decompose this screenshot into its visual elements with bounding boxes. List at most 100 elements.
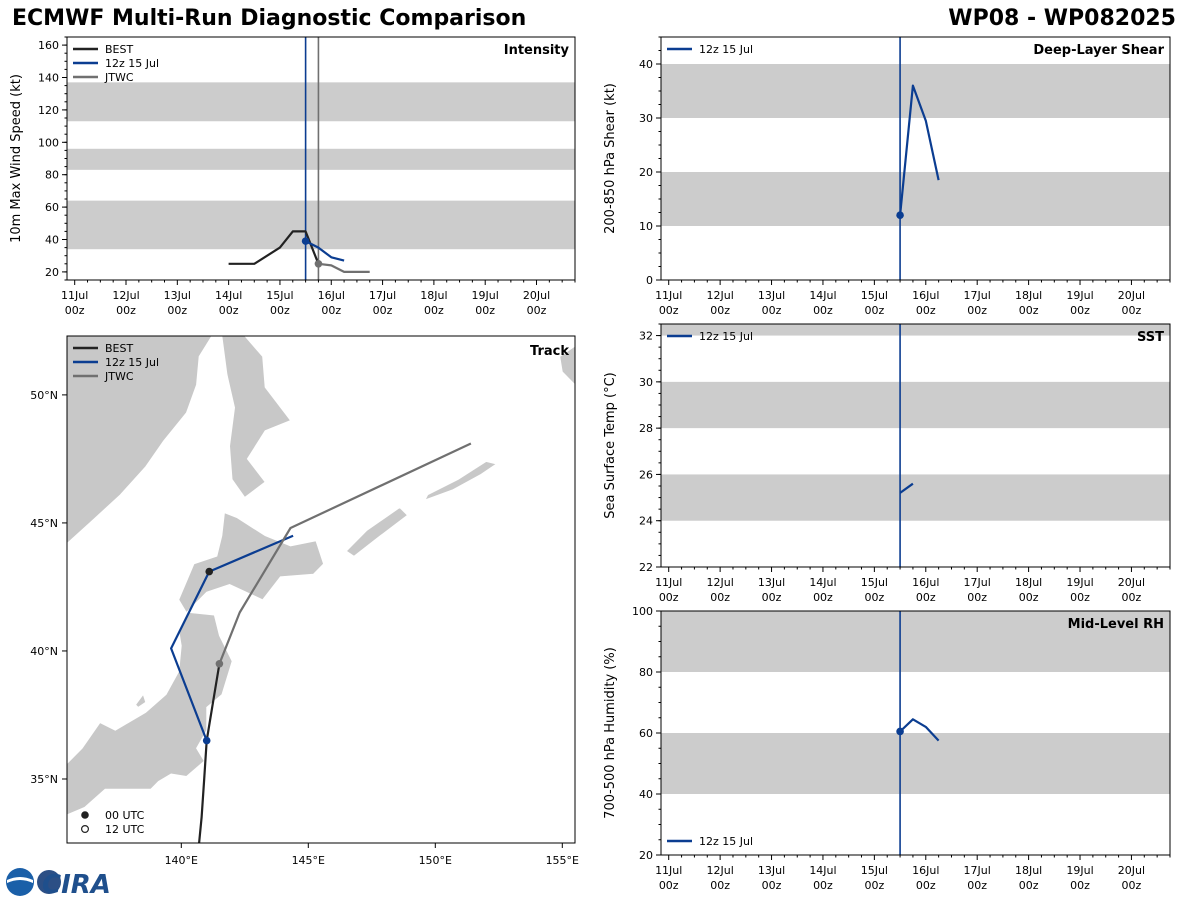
x-tick-label: 15Jul (861, 576, 888, 589)
panel-title: Mid-Level RH (1068, 617, 1164, 632)
y-axis-label: 700-500 hPa Humidity (%) (603, 647, 618, 819)
cira-logo-text: CIRA (42, 870, 111, 900)
band-2 (661, 324, 1170, 336)
panel-title: Intensity (504, 43, 570, 58)
legend-label: BEST (105, 342, 133, 355)
land-sakhalin (221, 336, 292, 498)
x-tick-label: 00z (1070, 304, 1090, 317)
legend-label: JTWC (104, 71, 134, 84)
y-tick-label: 40 (45, 234, 59, 247)
x-tick-label: 00z (916, 304, 936, 317)
utc00-marker (81, 811, 89, 819)
x-tick-label: 20Jul (1118, 864, 1145, 877)
x-tick-label: 00z (659, 591, 679, 604)
series-point (896, 727, 904, 736)
plot-frame (660, 323, 1171, 568)
plot-area (67, 37, 575, 280)
land-hokkaido (178, 512, 324, 614)
x-tick-label: 14Jul (215, 289, 242, 302)
legend-label: 12z 15 Jul (699, 330, 753, 343)
band-1 (67, 148, 575, 170)
panel-title: Deep-Layer Shear (1033, 43, 1164, 58)
series-line-12z-15-jul (305, 240, 345, 262)
storm-id: WP08 - WP082025 (948, 6, 1176, 31)
x-tick-label: 00z (967, 879, 987, 892)
y-tick-label: 100 (38, 136, 59, 149)
x-tick-label: 19Jul (1066, 576, 1093, 589)
x-tick-label: 13Jul (758, 576, 785, 589)
band-2 (67, 82, 575, 122)
x-tick-label: 18Jul (1015, 864, 1042, 877)
x-tick-label: 18Jul (420, 289, 447, 302)
series-line-best (228, 230, 320, 265)
panel-track: 140°E 145°E 150°E 155°E 35°N 40°N 45°N 50°N Trac… (30, 335, 579, 867)
page-title: ECMWF Multi-Run Diagnostic Comparison (12, 6, 527, 31)
x-tick-label: 00z (967, 591, 987, 604)
noaa-wave-icon (7, 877, 33, 883)
legend-label: 12z 15 Jul (105, 57, 159, 70)
x-tick-label: 00z (813, 879, 833, 892)
plot-area (661, 37, 1170, 280)
x-tick-label: 13Jul (164, 289, 191, 302)
panel-shear: 0 10 20 30 40 11Jul 00z 12Jul 00z 13Jul 00z 14Jul 00… (603, 36, 1171, 317)
y-tick-label: 28 (639, 422, 653, 435)
y-tick-label: 24 (639, 515, 653, 528)
y-tick-label: 80 (45, 169, 59, 182)
x-tick-label: 00z (1070, 879, 1090, 892)
x-tick-label: 145°E (292, 854, 325, 867)
x-tick-label: 00z (65, 304, 85, 317)
x-tick-label: 19Jul (1066, 289, 1093, 302)
x-tick-label: 00z (762, 304, 782, 317)
y-tick-label: 26 (639, 468, 653, 481)
x-tick-label: 16Jul (318, 289, 345, 302)
y-tick-label: 0 (646, 274, 653, 287)
track-line-jtwc (218, 442, 472, 665)
series-point (301, 237, 310, 245)
x-tick-label: 19Jul (1066, 864, 1093, 877)
y-tick-label: 60 (639, 727, 653, 740)
x-tick-label: 150°E (419, 854, 452, 867)
plot-area (661, 324, 1170, 567)
x-tick-label: 00z (916, 879, 936, 892)
y-tick-label: 40 (639, 788, 653, 801)
plot-area (661, 611, 1170, 855)
map-frame (66, 335, 576, 844)
series-point (896, 211, 904, 219)
x-tick-label: 00z (864, 304, 884, 317)
land-honshu (67, 612, 233, 816)
legend-label: 12z 15 Jul (699, 43, 753, 56)
band-0 (661, 172, 1170, 226)
y-tick-label: 32 (639, 330, 653, 343)
x-tick-label: 14Jul (809, 864, 836, 877)
panel-title: Track (530, 344, 569, 359)
x-tick-label: 00z (167, 304, 187, 317)
x-tick-label: 00z (710, 304, 730, 317)
y-axis-label: 200-850 hPa Shear (kt) (603, 83, 618, 234)
x-tick-label: 00z (1122, 879, 1142, 892)
panel-sst: 22 24 26 28 30 32 11Jul 00z 12Jul 00z 13Jul 00z 14Ju… (603, 323, 1171, 604)
y-tick-label: 22 (639, 561, 653, 574)
land-kurils (345, 507, 409, 557)
land-sado (135, 693, 147, 708)
panel-intensity: 20 40 60 80 100 120 140 160 11Jul 00z 12Jul 00z 13Ju… (9, 36, 576, 317)
y-tick-label: 45°N (30, 517, 58, 530)
x-tick-label: 20Jul (523, 289, 550, 302)
x-tick-label: 00z (1070, 591, 1090, 604)
x-tick-label: 00z (813, 304, 833, 317)
y-tick-label: 30 (639, 112, 653, 125)
x-tick-label: 13Jul (758, 289, 785, 302)
x-tick-label: 12Jul (706, 289, 733, 302)
x-tick-label: 11Jul (655, 289, 682, 302)
map-area (67, 336, 575, 843)
x-tick-label: 14Jul (809, 289, 836, 302)
x-tick-label: 00z (762, 879, 782, 892)
track-point-00utc (202, 736, 211, 745)
series-line-jtwc (318, 262, 370, 273)
legend-label: 12z 15 Jul (699, 835, 753, 848)
x-tick-label: 00z (373, 304, 393, 317)
track-line-best (198, 663, 221, 843)
x-tick-label: 17Jul (964, 576, 991, 589)
x-tick-label: 19Jul (472, 289, 499, 302)
x-tick-label: 00z (1019, 879, 1039, 892)
legend-label: BEST (105, 43, 133, 56)
